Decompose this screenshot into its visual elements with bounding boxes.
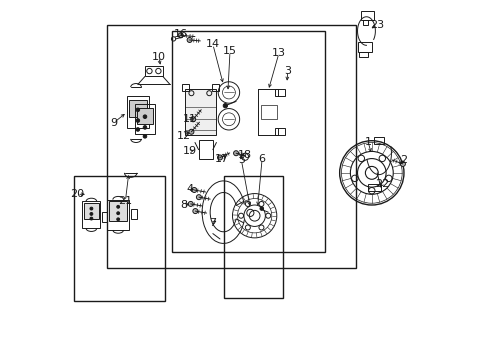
Circle shape	[90, 212, 93, 215]
Text: 10: 10	[151, 52, 166, 62]
Circle shape	[117, 212, 120, 215]
Bar	[84, 203, 98, 219]
Bar	[137, 108, 153, 124]
Bar	[261, 105, 277, 119]
Circle shape	[90, 207, 93, 210]
Circle shape	[143, 115, 147, 118]
Bar	[373, 137, 384, 144]
Text: 18: 18	[238, 150, 252, 160]
Circle shape	[117, 205, 120, 208]
Circle shape	[178, 33, 183, 38]
Text: 15: 15	[223, 46, 237, 57]
Circle shape	[400, 161, 405, 166]
Bar	[275, 128, 286, 135]
Circle shape	[143, 126, 147, 129]
Text: 13: 13	[272, 48, 286, 58]
Circle shape	[234, 151, 239, 156]
Bar	[131, 208, 137, 219]
Bar	[223, 176, 283, 298]
Bar	[74, 176, 165, 301]
Circle shape	[117, 218, 120, 221]
Bar	[129, 100, 147, 117]
Text: 20: 20	[70, 189, 84, 199]
Bar	[127, 96, 148, 128]
Text: 4: 4	[186, 184, 193, 194]
Bar	[361, 12, 373, 20]
Circle shape	[218, 155, 222, 160]
Text: 11: 11	[183, 114, 196, 124]
Circle shape	[143, 135, 147, 138]
Text: 21: 21	[118, 197, 132, 206]
Text: 7: 7	[209, 218, 217, 228]
Bar	[145, 66, 163, 76]
Circle shape	[136, 119, 140, 122]
Bar	[275, 89, 286, 96]
Text: 12: 12	[176, 131, 191, 141]
Text: 16: 16	[173, 29, 188, 39]
Text: 3: 3	[284, 66, 292, 76]
Circle shape	[192, 188, 197, 193]
Circle shape	[187, 37, 192, 42]
Bar	[135, 104, 155, 134]
Bar	[82, 202, 100, 228]
Circle shape	[136, 108, 140, 112]
Bar	[109, 202, 127, 221]
Bar	[212, 84, 219, 91]
Circle shape	[136, 128, 140, 131]
Circle shape	[260, 207, 264, 210]
Text: 14: 14	[206, 39, 220, 49]
Bar	[198, 140, 213, 159]
Bar	[172, 31, 325, 252]
Bar	[107, 200, 129, 230]
Text: 6: 6	[259, 154, 266, 163]
Text: 9: 9	[110, 118, 117, 128]
Text: 2: 2	[400, 156, 408, 165]
Circle shape	[191, 117, 196, 122]
Circle shape	[189, 129, 194, 134]
Text: 23: 23	[370, 19, 384, 30]
Bar	[185, 89, 216, 135]
Text: 17: 17	[215, 154, 229, 163]
Text: 8: 8	[181, 200, 188, 210]
Bar	[107, 24, 356, 267]
Circle shape	[193, 208, 198, 213]
Text: 5: 5	[238, 156, 245, 165]
Circle shape	[188, 202, 193, 206]
Bar	[368, 184, 381, 192]
Circle shape	[90, 217, 93, 220]
Bar	[363, 20, 368, 24]
Bar	[359, 53, 368, 57]
Text: 1: 1	[365, 138, 372, 148]
Text: 22: 22	[375, 179, 390, 189]
Bar	[102, 212, 107, 222]
Text: 19: 19	[183, 147, 196, 157]
Circle shape	[223, 104, 227, 108]
Circle shape	[196, 195, 201, 200]
Bar	[358, 42, 372, 53]
Bar	[182, 84, 189, 91]
